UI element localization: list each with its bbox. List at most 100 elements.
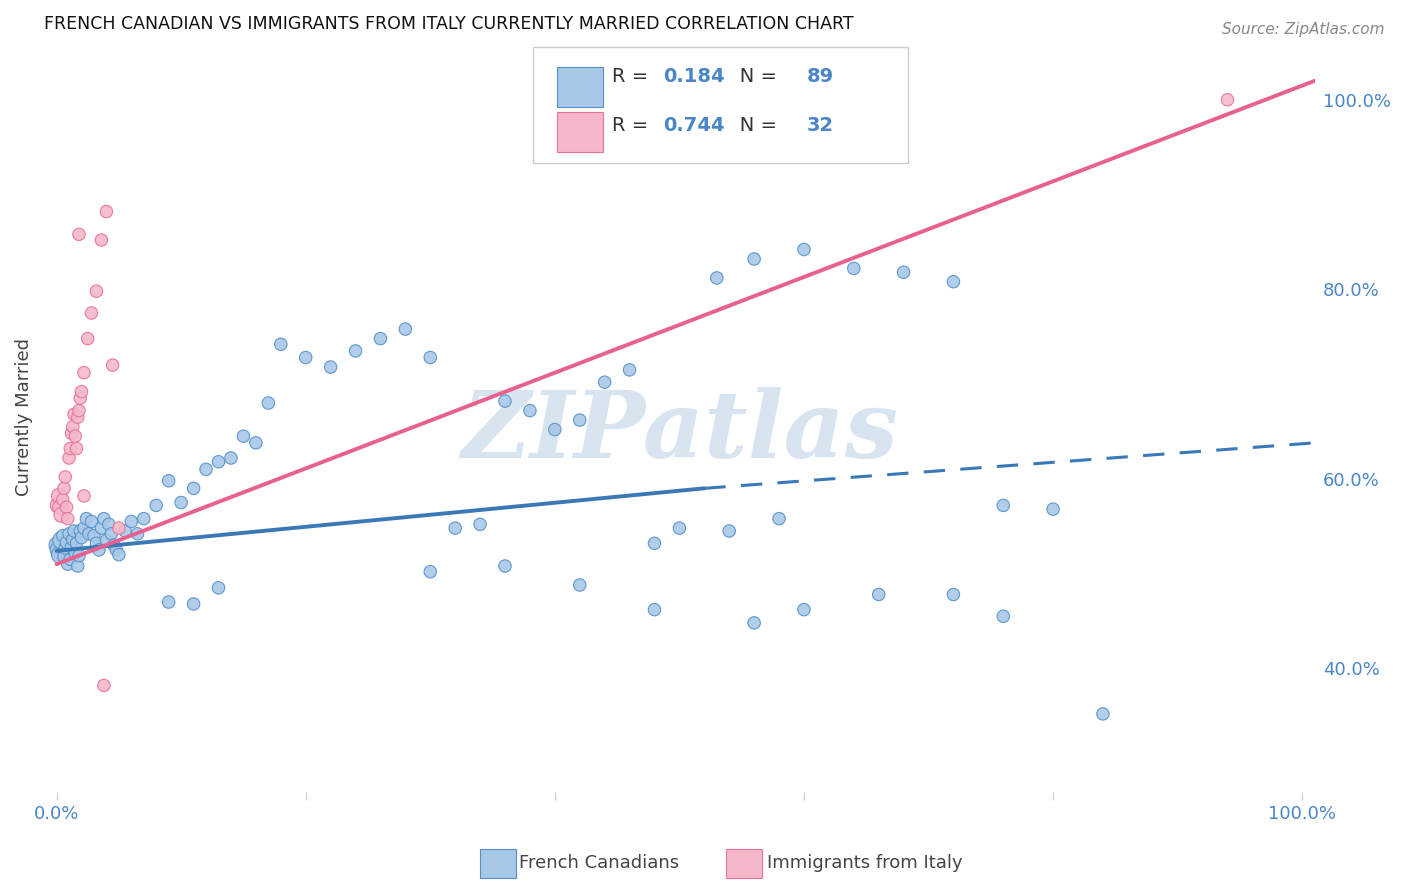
Text: 0.184: 0.184 <box>662 67 724 87</box>
Text: R =: R = <box>612 116 655 135</box>
Point <box>120 515 142 529</box>
Point <box>842 261 865 276</box>
Point <box>90 521 112 535</box>
Point <box>46 499 69 513</box>
Y-axis label: Currently Married: Currently Married <box>15 338 32 496</box>
Point <box>145 499 167 513</box>
Point <box>544 423 567 437</box>
Point <box>568 578 591 592</box>
Point <box>96 204 118 219</box>
Point <box>993 499 1015 513</box>
Point <box>993 609 1015 624</box>
Point <box>51 508 73 522</box>
Point <box>66 410 89 425</box>
Point <box>80 306 103 320</box>
Point <box>768 511 790 525</box>
Point <box>1042 502 1064 516</box>
Point <box>742 615 765 630</box>
Point <box>257 396 280 410</box>
Point <box>65 429 87 443</box>
Point <box>67 403 90 417</box>
Point <box>97 517 120 532</box>
Point <box>69 524 91 538</box>
Point <box>90 233 112 247</box>
Text: N =: N = <box>721 116 783 135</box>
Point <box>108 548 131 562</box>
FancyBboxPatch shape <box>533 46 908 162</box>
Point <box>444 521 467 535</box>
Point <box>83 529 105 543</box>
Point <box>1091 706 1114 721</box>
Point <box>67 549 90 563</box>
Point <box>132 511 155 525</box>
Text: 89: 89 <box>807 67 834 87</box>
Point <box>56 511 79 525</box>
Text: 0.744: 0.744 <box>662 116 724 135</box>
Point <box>183 597 205 611</box>
Point <box>73 521 96 535</box>
Point <box>87 543 110 558</box>
Point <box>195 462 218 476</box>
Point <box>70 531 93 545</box>
FancyBboxPatch shape <box>557 112 603 153</box>
Point <box>62 419 84 434</box>
Point <box>207 455 229 469</box>
Point <box>742 252 765 266</box>
Point <box>53 549 76 564</box>
Point <box>59 552 82 566</box>
Point <box>53 470 76 484</box>
Point <box>101 358 124 372</box>
Point <box>793 243 815 257</box>
Point <box>100 526 122 541</box>
Point <box>73 366 96 380</box>
Point <box>127 526 149 541</box>
Point <box>619 363 641 377</box>
Point <box>69 392 91 406</box>
Text: N =: N = <box>721 67 783 87</box>
Point <box>370 332 392 346</box>
Point <box>942 587 965 601</box>
Point <box>103 538 125 552</box>
Point <box>468 517 491 532</box>
Point <box>942 275 965 289</box>
Point <box>232 429 254 443</box>
Text: 32: 32 <box>807 116 834 135</box>
Point <box>157 474 180 488</box>
Point <box>51 533 73 548</box>
Point <box>46 538 69 552</box>
Text: ZIPatlas: ZIPatlas <box>461 387 898 477</box>
Point <box>319 359 342 374</box>
FancyBboxPatch shape <box>557 67 603 107</box>
Point <box>58 526 80 541</box>
Point <box>668 521 690 535</box>
Point <box>494 394 516 409</box>
Point <box>108 521 131 535</box>
Point <box>48 489 70 503</box>
Point <box>344 343 367 358</box>
Point <box>793 602 815 616</box>
Point <box>706 271 728 285</box>
Point <box>73 489 96 503</box>
Point <box>183 481 205 495</box>
Point <box>49 500 72 515</box>
Point <box>419 565 441 579</box>
Point <box>56 557 79 571</box>
Point <box>893 265 915 279</box>
Point <box>105 543 128 558</box>
Point <box>53 541 76 555</box>
Point <box>170 495 193 509</box>
Point <box>270 337 292 351</box>
Point <box>75 511 97 525</box>
Text: Immigrants from Italy: Immigrants from Italy <box>766 855 962 872</box>
Point <box>70 384 93 399</box>
Point <box>48 543 70 558</box>
Point <box>294 351 316 365</box>
Point <box>80 515 103 529</box>
Point <box>593 375 616 389</box>
Text: French Canadians: French Canadians <box>519 855 679 872</box>
Point <box>49 548 72 562</box>
Point <box>63 524 86 538</box>
Point <box>519 403 541 417</box>
Point <box>114 524 136 538</box>
Point <box>55 500 77 515</box>
